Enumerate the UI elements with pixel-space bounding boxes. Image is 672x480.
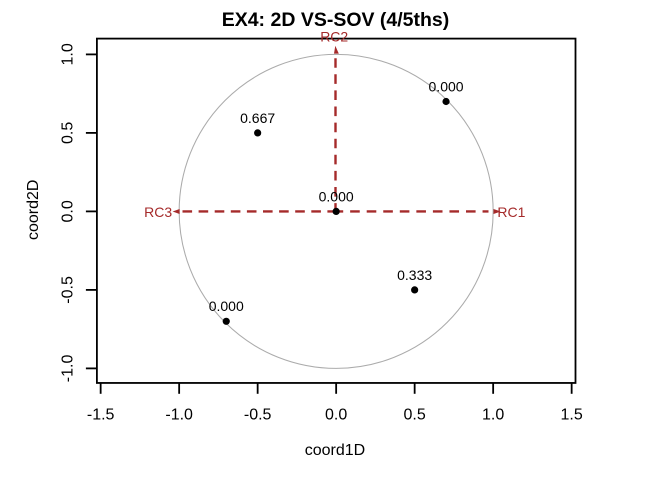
svg-text:1.5: 1.5 (561, 407, 583, 424)
svg-text:0.5: 0.5 (404, 407, 426, 424)
svg-text:0.0: 0.0 (325, 407, 347, 424)
svg-text:0.5: 0.5 (59, 122, 76, 144)
svg-text:0.667: 0.667 (240, 110, 275, 126)
svg-text:RC2: RC2 (320, 28, 348, 44)
svg-text:1.0: 1.0 (59, 43, 76, 65)
svg-text:0.000: 0.000 (209, 298, 244, 314)
svg-text:coord2D: coord2D (25, 180, 42, 240)
svg-text:-1.0: -1.0 (59, 355, 76, 383)
svg-text:-0.5: -0.5 (244, 407, 272, 424)
svg-text:0.000: 0.000 (429, 78, 464, 94)
svg-text:-1.5: -1.5 (87, 407, 115, 424)
svg-text:0.000: 0.000 (319, 188, 354, 204)
svg-text:0.333: 0.333 (397, 267, 432, 283)
svg-text:coord1D: coord1D (305, 442, 365, 459)
svg-text:1.0: 1.0 (482, 407, 504, 424)
svg-text:RC3: RC3 (144, 204, 172, 220)
svg-text:-1.0: -1.0 (165, 407, 193, 424)
svg-text:EX4: 2D VS-SOV (4/5ths): EX4: 2D VS-SOV (4/5ths) (222, 9, 450, 31)
svg-text:0.0: 0.0 (59, 200, 76, 222)
svg-text:RC1: RC1 (497, 204, 525, 220)
svg-text:-0.5: -0.5 (59, 276, 76, 304)
